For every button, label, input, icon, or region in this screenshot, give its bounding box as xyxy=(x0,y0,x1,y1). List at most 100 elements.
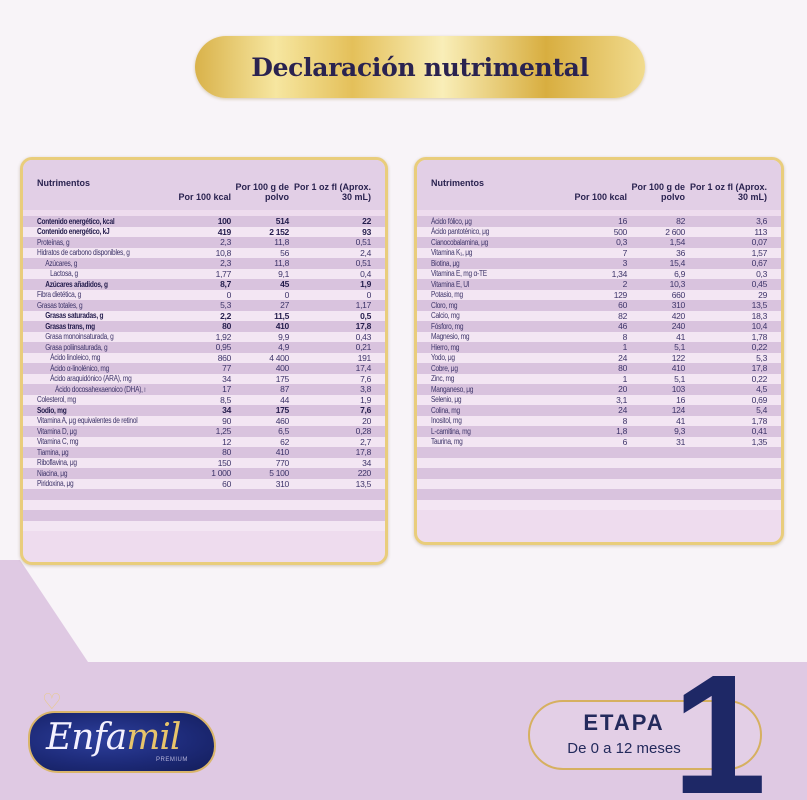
nutrient-value: 8 xyxy=(622,415,628,426)
nutrient-value: 2 152 xyxy=(269,226,289,237)
nutrient-name: Azúcares, g xyxy=(45,258,78,268)
nutrient-value: 17,8 xyxy=(355,447,372,458)
table-row: Ácido linoleico, mg 860 4 400 191 xyxy=(23,352,385,363)
nutrient-value: 460 xyxy=(275,415,290,426)
nutrient-name: Magnesio, mg xyxy=(431,332,470,342)
nutrient-value: 17,4 xyxy=(355,363,372,374)
table-row: Ácido pantoténico, μg 500 2 600 113 xyxy=(417,226,781,237)
nutrient-name: Zinc, mg xyxy=(431,374,455,384)
table-row: Taurina, mg 6 31 1,35 xyxy=(417,436,781,447)
table-row: Vitamina A, μg equivalentes de retinol 90… xyxy=(23,415,385,426)
nutrient-value: 45 xyxy=(280,279,289,290)
nutrient-value: 12 xyxy=(222,436,231,447)
nutrient-value: 1,25 xyxy=(215,426,232,437)
nutrient-value: 124 xyxy=(671,405,686,416)
col-per-100kcal: Por 100 kcal xyxy=(574,192,627,202)
table-row: Fibra dietética, g 0 0 0 xyxy=(23,289,385,300)
nutrient-value: 1,9 xyxy=(360,279,371,290)
table-row: Hidratos de carbono disponibles, g 10,8 56… xyxy=(23,247,385,258)
nutrient-name: Colina, mg xyxy=(431,405,460,415)
table-row: Cloro, mg 60 310 13,5 xyxy=(417,300,781,311)
nutrient-value: 17 xyxy=(222,384,231,395)
table-row: Vitamina K₁, μg 7 36 1,57 xyxy=(417,247,781,258)
table-row: Ácido docosahexaenoico (DHA), mg 17 87 3,8 xyxy=(23,384,385,395)
table-row: Azúcares, g 2,3 11,8 0,51 xyxy=(23,258,385,269)
stage-label: ETAPA xyxy=(583,710,665,735)
nutrient-value: 15,4 xyxy=(669,258,686,269)
empty-row xyxy=(417,468,781,479)
nutrient-name: Proteínas, g xyxy=(37,237,70,247)
nutrient-name: Contenido energético, kcal xyxy=(37,216,115,226)
page-title: Declaración nutrimental xyxy=(251,52,589,82)
table-row: Tiamina, μg 80 410 17,8 xyxy=(23,447,385,458)
nutrient-value: 0,51 xyxy=(355,258,372,269)
nutrient-value: 0,41 xyxy=(751,426,768,437)
nutrient-value: 0,28 xyxy=(355,426,372,437)
nutrient-value: 0,5 xyxy=(360,310,371,321)
nutrient-value: 2,2 xyxy=(220,310,231,321)
nutrient-value: 18,3 xyxy=(751,310,768,321)
nutrient-name: Grasas saturadas, g xyxy=(45,311,104,321)
nutrient-value: 13,5 xyxy=(355,478,372,489)
nutrient-name: Vitamina A, μg equivalentes de retinol xyxy=(37,416,138,426)
nutrient-value: 6,9 xyxy=(674,268,685,279)
table-row: Vitamina E, UI 2 10,3 0,45 xyxy=(417,279,781,290)
table-row: Riboflavina, μg 150 770 34 xyxy=(23,457,385,468)
nutrient-value: 113 xyxy=(754,226,767,237)
nutrient-value: 5,4 xyxy=(756,405,767,416)
table-row: Niacina, μg 1 000 5 100 220 xyxy=(23,468,385,479)
nutrient-name: Grasas totales, g xyxy=(37,300,83,310)
nutrient-name: Fósforo, mg xyxy=(431,321,464,331)
nutrient-value: 0,69 xyxy=(751,394,768,405)
nutrient-name: Lactosa, g xyxy=(50,269,78,279)
nutrient-value: 5,3 xyxy=(756,352,767,363)
nutrient-value: 60 xyxy=(618,300,627,311)
nutrient-value: 175 xyxy=(275,373,290,384)
enfamil-logo: ♡ Enfamil PREMIUM xyxy=(28,689,218,775)
nutrient-value: 660 xyxy=(671,289,686,300)
nutrient-name: Grasa monoinsaturada, g xyxy=(45,332,114,342)
nutrient-value: 16 xyxy=(618,216,627,227)
table-body: Contenido energético, kcal 100 514 22 Conten… xyxy=(23,210,385,531)
nutrient-value: 34 xyxy=(362,457,371,468)
nutrient-name: L-carnitina, mg xyxy=(431,426,471,436)
nutrient-value: 7 xyxy=(622,247,628,258)
table-row: Zinc, mg 1 5,1 0,22 xyxy=(417,373,781,384)
nutrient-value: 2,3 xyxy=(220,237,231,248)
nutrient-name: Manganeso, μg xyxy=(431,384,474,394)
nutrient-value: 11,8 xyxy=(274,237,289,248)
table-row: Contenido energético, kcal 100 514 22 xyxy=(23,216,385,227)
nutrient-value: 0,22 xyxy=(751,373,768,384)
nutrient-value: 5 100 xyxy=(269,468,289,479)
nutrient-value: 34 xyxy=(222,373,231,384)
nutrition-table-right: Nutrimentos Por 100 kcal Por 100 g de po… xyxy=(414,157,784,545)
nutrient-value: 420 xyxy=(671,310,686,321)
nutrient-value: 82 xyxy=(676,216,685,227)
nutrient-value: 150 xyxy=(217,457,232,468)
nutrient-value: 2 xyxy=(622,279,628,290)
stage-range: De 0 a 12 meses xyxy=(567,740,681,757)
table-row: Grasas saturadas, g 2,2 11,5 0,5 xyxy=(23,310,385,321)
table-row: Ácido fólico, μg 16 82 3,6 xyxy=(417,216,781,227)
table-row: Biotina, μg 3 15,4 0,67 xyxy=(417,258,781,269)
logo-wordmark: Enfamil xyxy=(46,717,181,758)
nutrient-value: 4,9 xyxy=(278,342,289,353)
table-row: Potasio, mg 129 660 29 xyxy=(417,289,781,300)
nutrient-value: 17,8 xyxy=(751,363,768,374)
nutrient-value: 0 xyxy=(366,289,372,300)
nutrient-name: Vitamina K₁, μg xyxy=(431,248,473,258)
nutrient-value: 0,95 xyxy=(215,342,232,353)
nutrient-value: 1 000 xyxy=(211,468,231,479)
nutrient-value: 122 xyxy=(671,352,686,363)
table-row: Contenido energético, kJ 419 2 152 93 xyxy=(23,226,385,237)
col-per-1oz: Por 1 oz fl (Aprox. 30 mL) xyxy=(293,182,371,202)
table-row: Lactosa, g 1,77 9,1 0,4 xyxy=(23,268,385,279)
nutrient-value: 129 xyxy=(613,289,628,300)
nutrient-value: 10,3 xyxy=(669,279,686,290)
nutrient-value: 3 xyxy=(622,258,628,269)
nutrient-value: 220 xyxy=(357,468,372,479)
nutrient-value: 36 xyxy=(676,247,685,258)
nutrient-value: 240 xyxy=(671,321,686,332)
nutrient-value: 9,3 xyxy=(674,426,685,437)
nutrient-name: Fibra dietética, g xyxy=(37,290,82,300)
